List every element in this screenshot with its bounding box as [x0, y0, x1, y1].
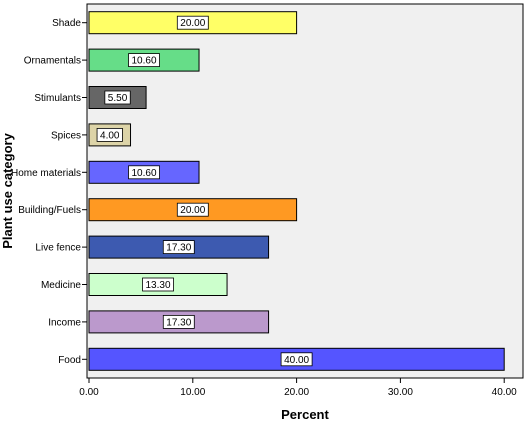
data-label-box — [128, 53, 160, 67]
y-axis-title: Plant use category — [0, 132, 15, 248]
data-label-box — [104, 90, 131, 105]
data-label-box — [162, 240, 195, 255]
y-tick-label-ornamentals: Ornamentals — [24, 56, 81, 67]
data-label: 10.60 — [131, 168, 156, 179]
data-label-box — [176, 15, 209, 30]
data-label: 17.30 — [166, 243, 191, 254]
data-label-box — [96, 127, 123, 142]
data-label: 5.50 — [108, 93, 128, 104]
x-tick-label: 10.00 — [180, 387, 205, 398]
data-label: 17.30 — [166, 317, 191, 328]
x-tick-label: 40.00 — [492, 387, 517, 398]
data-label: 13.30 — [146, 280, 171, 291]
y-tick-label-spices: Spices — [51, 130, 81, 141]
x-tick-label: 20.00 — [284, 387, 309, 398]
y-tick-label-medicine: Medicine — [41, 280, 81, 291]
data-label: 4.00 — [100, 130, 120, 141]
y-tick-label-food: Food — [58, 355, 81, 366]
data-label: 10.60 — [131, 56, 156, 67]
y-tick-label-building-fuels: Building/Fuels — [18, 205, 81, 216]
x-tick-label: 0.00 — [79, 387, 99, 398]
data-label-box — [176, 202, 209, 217]
x-tick-label: 30.00 — [388, 387, 413, 398]
data-label: 20.00 — [180, 205, 205, 216]
data-label-box — [162, 314, 195, 329]
data-label-box — [280, 352, 313, 367]
data-label: 20.00 — [180, 18, 205, 29]
y-axis-ticks: Shade Ornamentals Stimulants Spices Home mat… — [11, 18, 87, 366]
y-tick-label-home-materials: Home materials — [11, 168, 81, 179]
data-label-box — [128, 165, 160, 180]
y-tick-label-shade: Shade — [52, 18, 81, 29]
y-tick-label-stimulants: Stimulants — [34, 93, 81, 104]
y-tick-label-income: Income — [48, 317, 81, 328]
y-tick-label-live-fence: Live fence — [35, 243, 81, 254]
x-axis-title: Percent — [281, 407, 329, 422]
x-axis-ticks: 0.00 10.00 20.00 30.00 40.00 — [79, 378, 517, 398]
bars-group: 20.00 10.60 5.50 4.00 10.60 20.00 17.30 13.30 17… — [88, 11, 505, 371]
data-label-box — [142, 277, 174, 292]
data-label: 40.00 — [284, 355, 309, 366]
